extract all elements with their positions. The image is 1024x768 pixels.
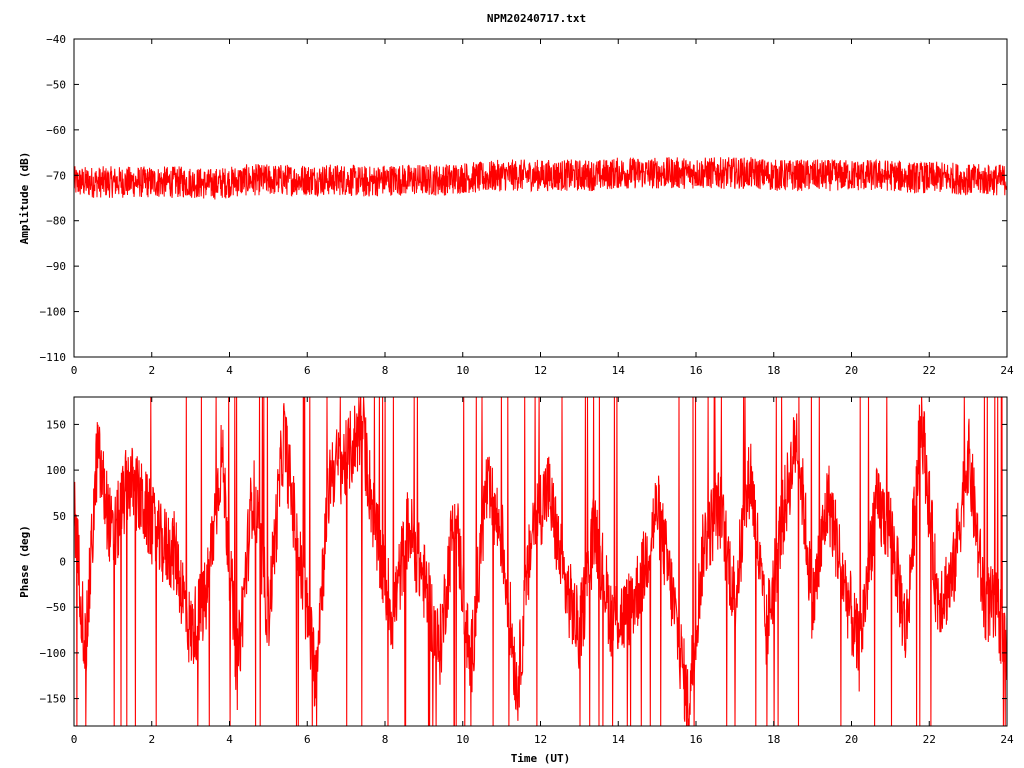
y-tick-label: 0 <box>59 556 66 569</box>
y-axis-label: Amplitude (dB) <box>18 152 31 245</box>
x-tick-label: 4 <box>226 733 233 746</box>
x-tick-label: 2 <box>148 733 155 746</box>
y-tick-label: 50 <box>53 510 66 523</box>
x-tick-label: 14 <box>612 733 626 746</box>
plot-frame <box>73 396 1008 727</box>
series-line <box>74 157 1007 200</box>
y-tick-label: −90 <box>46 260 66 273</box>
x-tick-label: 0 <box>71 364 78 377</box>
x-tick-label: 4 <box>226 364 233 377</box>
x-tick-label: 10 <box>456 364 469 377</box>
x-tick-label: 12 <box>534 733 547 746</box>
x-axis-label: Time (UT) <box>511 752 571 765</box>
y-tick-label: −150 <box>40 693 67 706</box>
x-tick-label: 22 <box>923 733 936 746</box>
y-tick-label: −100 <box>40 647 67 660</box>
y-tick-label: −60 <box>46 124 66 137</box>
x-tick-label: 10 <box>456 733 469 746</box>
plot-frame <box>73 38 1008 358</box>
y-tick-label: −110 <box>40 351 67 364</box>
x-tick-label: 16 <box>689 364 702 377</box>
y-tick-label: 150 <box>46 418 66 431</box>
x-tick-label: 2 <box>148 364 155 377</box>
series-line <box>74 397 1007 726</box>
x-tick-label: 20 <box>845 733 858 746</box>
y-tick-label: −80 <box>46 215 66 228</box>
y-axis-label: Phase (deg) <box>18 525 31 598</box>
chart-title: NPM20240717.txt <box>487 12 586 25</box>
x-tick-label: 0 <box>71 733 78 746</box>
x-tick-label: 6 <box>304 364 311 377</box>
data-trace <box>74 157 1007 200</box>
phase-panel: 0 2 4 6 8 10 12 14 16 18 20 22 24−150−100−5005010015… <box>18 396 1014 765</box>
x-tick-label: 18 <box>767 733 780 746</box>
x-tick-label: 22 <box>923 364 936 377</box>
y-tick-label: −70 <box>46 169 66 182</box>
data-trace <box>74 397 1007 726</box>
y-tick-label: −50 <box>46 601 66 614</box>
x-tick-label: 24 <box>1000 364 1014 377</box>
x-tick-label: 14 <box>612 364 626 377</box>
x-tick-label: 6 <box>304 733 311 746</box>
x-tick-label: 12 <box>534 364 547 377</box>
y-tick-label: −100 <box>40 306 67 319</box>
y-tick-label: 100 <box>46 464 66 477</box>
y-tick-label: −40 <box>46 33 66 46</box>
x-tick-label: 8 <box>382 733 389 746</box>
x-tick-label: 18 <box>767 364 780 377</box>
x-tick-label: 16 <box>689 733 702 746</box>
amplitude-panel: 0 2 4 6 8 10 12 14 16 18 20 22 24−110−100−90−80−70−6… <box>18 12 1014 377</box>
x-tick-label: 8 <box>382 364 389 377</box>
x-tick-label: 24 <box>1000 733 1014 746</box>
x-tick-label: 20 <box>845 364 858 377</box>
y-tick-label: −50 <box>46 78 66 91</box>
